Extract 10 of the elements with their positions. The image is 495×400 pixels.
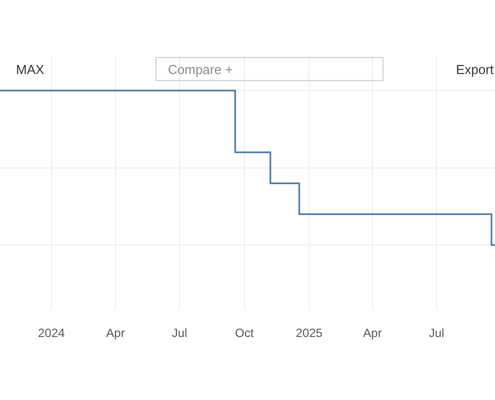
x-tick-label: Jul bbox=[172, 326, 188, 340]
x-tick-label: 2025 bbox=[296, 326, 323, 340]
x-tick-label: Apr bbox=[106, 326, 125, 340]
x-tick-label: Jul bbox=[428, 326, 444, 340]
x-tick-label: Oct bbox=[234, 326, 254, 340]
x-tick-label: Apr bbox=[363, 326, 382, 340]
x-tick-label: 2024 bbox=[38, 326, 66, 340]
text: MAX bbox=[16, 62, 44, 77]
text: Compare + bbox=[168, 62, 233, 77]
text: Export bbox=[456, 62, 494, 77]
